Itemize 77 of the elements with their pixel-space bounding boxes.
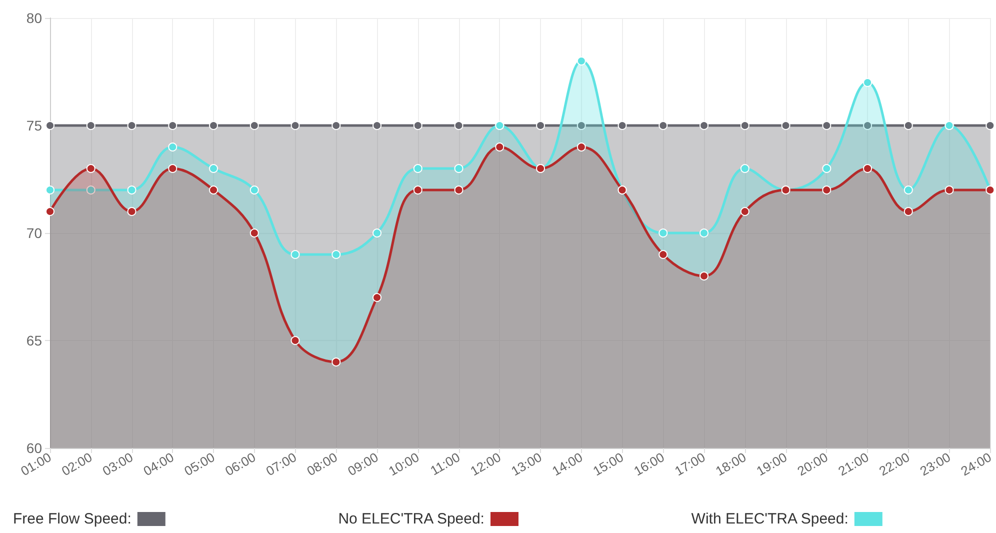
point [863, 78, 872, 87]
point [168, 164, 178, 173]
point [658, 121, 668, 130]
point [495, 142, 504, 152]
point [372, 228, 382, 238]
legend-label: No ELEC'TRA Speed: [338, 510, 484, 528]
point [86, 121, 96, 130]
x-tick-label: 09:00 [345, 450, 381, 479]
point [413, 186, 422, 194]
point [781, 121, 790, 130]
point [822, 164, 832, 173]
x-tick-label: 06:00 [222, 450, 258, 479]
point [332, 358, 341, 366]
point [822, 186, 832, 194]
point [46, 186, 54, 194]
point [332, 250, 341, 259]
point [454, 164, 464, 173]
point [209, 121, 218, 130]
point [740, 207, 750, 216]
point [904, 207, 913, 216]
point [209, 164, 218, 173]
point [46, 207, 54, 216]
point [290, 121, 300, 130]
x-tick-label: 08:00 [304, 450, 340, 479]
point [127, 121, 136, 130]
point [740, 121, 750, 130]
y-tick-label: 60 [26, 440, 42, 456]
point [700, 228, 709, 238]
x-tick-label: 07:00 [263, 450, 300, 479]
point [740, 164, 750, 173]
point [536, 121, 546, 130]
x-tick-label: 05:00 [182, 450, 218, 479]
point [904, 121, 913, 130]
point [700, 272, 709, 280]
point [863, 121, 872, 130]
point [372, 293, 382, 302]
point [290, 336, 300, 345]
y-tick-label: 65 [26, 332, 42, 348]
point [454, 121, 464, 130]
point [332, 121, 341, 130]
point [658, 250, 668, 259]
point [127, 207, 136, 216]
point [372, 121, 382, 130]
point [863, 164, 872, 173]
x-tick-label: 11:00 [428, 450, 463, 478]
x-tick-label: 04:00 [140, 450, 176, 479]
point [413, 121, 422, 130]
legend-label: Free Flow Speed: [13, 510, 132, 528]
point [86, 164, 96, 173]
point [822, 121, 832, 130]
point [944, 186, 954, 194]
point [658, 228, 668, 238]
point [46, 121, 54, 130]
point [250, 121, 259, 130]
y-tick-label: 75 [26, 118, 42, 134]
point [168, 142, 178, 152]
point [700, 121, 709, 130]
point [127, 186, 136, 194]
point [454, 186, 464, 194]
point [576, 56, 586, 66]
point [618, 121, 627, 130]
point [576, 142, 586, 152]
point [250, 228, 259, 238]
point [290, 250, 300, 259]
point [250, 186, 259, 194]
point [576, 121, 586, 130]
point [86, 186, 96, 194]
legend-label: With ELEC'TRA Speed: [691, 510, 848, 528]
y-tick-label: 70 [26, 225, 42, 241]
x-tick-label: 03:00 [100, 450, 136, 479]
point [168, 121, 178, 130]
point [986, 121, 995, 130]
point [904, 186, 913, 194]
y-tick-label: 80 [26, 10, 42, 26]
point [209, 186, 218, 194]
x-tick-label: 02:00 [58, 450, 95, 479]
point [413, 164, 422, 173]
